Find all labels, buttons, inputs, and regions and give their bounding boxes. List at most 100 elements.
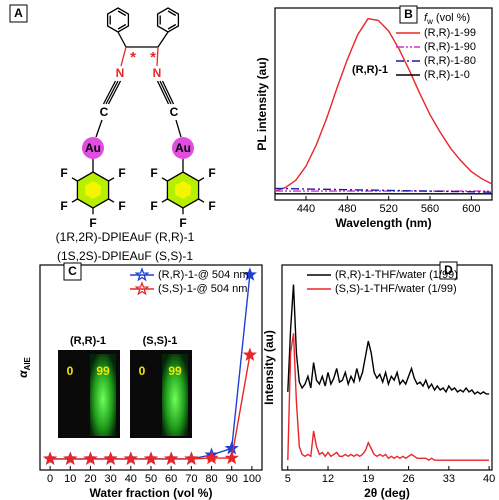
x-tick-label: 60 <box>165 473 177 485</box>
bond <box>108 198 115 203</box>
vial-glow <box>162 354 188 436</box>
legend-label: (R,R)-1-@ 504 nm <box>158 269 249 281</box>
bond <box>120 46 127 67</box>
label-subscript: w <box>426 17 433 26</box>
label-text: (vol %) <box>433 12 470 24</box>
inset-label: (S,S)-1 <box>143 335 178 347</box>
bond <box>175 119 182 138</box>
fluoro-ring-inner <box>175 181 191 199</box>
bond <box>161 177 168 182</box>
panel-label-box <box>439 261 458 280</box>
label-subscript: AIE <box>23 356 32 370</box>
x-tick-label: 10 <box>64 473 76 485</box>
panel-label-box <box>63 262 82 281</box>
bond <box>156 80 170 105</box>
bond <box>102 80 117 105</box>
panel-label: A <box>14 6 23 20</box>
x-axis-label: Water fraction (vol %) <box>90 486 213 500</box>
atom: F <box>118 166 125 180</box>
vial-glow <box>90 354 116 436</box>
plot-frame <box>274 7 493 201</box>
star-marker <box>103 451 118 465</box>
x-tick-label: 33 <box>443 473 455 485</box>
structure-panel: A N N C C Au Au F F F F F F F F F F * * … <box>9 4 216 263</box>
star-marker <box>184 451 199 465</box>
star-marker <box>143 451 159 465</box>
bond <box>161 80 175 105</box>
x-tick-label: 560 <box>421 203 439 215</box>
series-line <box>274 17 493 192</box>
label-symbol: f <box>424 12 428 24</box>
bond <box>95 119 103 138</box>
stereo-mark: * <box>150 49 156 66</box>
x-tick-label: 26 <box>402 473 414 485</box>
legend-label: (R,R)-1-90 <box>424 41 476 53</box>
series-line <box>287 333 490 462</box>
bond <box>71 198 78 203</box>
bond <box>117 23 127 30</box>
legend-label: (S,S)-1-@ 504 nm <box>158 283 247 295</box>
x-tick-label: 0 <box>47 473 53 485</box>
atom: N <box>116 66 125 80</box>
star-marker <box>224 450 239 465</box>
atom: C <box>100 105 109 119</box>
fluoro-ring-inner <box>85 181 101 199</box>
bond <box>198 177 205 182</box>
x-tick-label: 19 <box>362 473 374 485</box>
star-marker <box>83 451 98 465</box>
star-marker <box>123 451 138 465</box>
legend-label: (R,R)-1-80 <box>424 55 476 67</box>
gold-highlight <box>172 137 194 159</box>
bond <box>117 10 127 17</box>
atom: Au <box>175 141 191 155</box>
bond <box>167 10 177 17</box>
label-symbol: α <box>16 370 30 378</box>
bond <box>117 31 127 48</box>
atom: F <box>89 216 96 230</box>
star-marker <box>242 347 257 361</box>
x-tick-label: 50 <box>145 473 157 485</box>
legend-label: (R,R)-1-0 <box>424 69 470 81</box>
axis-label: αAIE <box>16 356 32 377</box>
bond <box>198 198 205 203</box>
vial-label: 99 <box>168 364 182 378</box>
legend-star <box>134 281 150 296</box>
bond <box>161 198 168 203</box>
panel-label: C <box>68 264 77 278</box>
atom: F <box>208 166 215 180</box>
x-axis-label: Wavelength (nm) <box>335 216 431 230</box>
x-tick-label: 520 <box>379 203 397 215</box>
atom: F <box>60 199 67 213</box>
bond <box>159 80 172 105</box>
y-axis-label: PL intensity (au) <box>255 57 269 150</box>
atom: F <box>150 199 157 213</box>
star-marker <box>43 451 58 465</box>
star-marker <box>242 267 257 281</box>
annotation: (R,R)-1 <box>352 64 388 76</box>
atom: F <box>208 199 215 213</box>
panel-label: B <box>404 7 413 21</box>
vial-label: 0 <box>139 364 146 378</box>
x-tick-label: 100 <box>243 473 261 485</box>
legend-label: (R,R)-1-99 <box>424 27 476 39</box>
x-tick-label: 70 <box>185 473 197 485</box>
star-marker <box>204 450 219 465</box>
atom: F <box>60 166 67 180</box>
legend-label: (R,R)-1-THF/water (1/99) <box>335 269 458 281</box>
panel-label-box <box>399 5 418 24</box>
atom: F <box>118 199 125 213</box>
caption: (1S,2S)-DPIEAuF (S,S)-1 <box>57 249 193 263</box>
x-tick-label: 20 <box>84 473 96 485</box>
bond <box>107 80 122 105</box>
series-line <box>287 284 490 395</box>
x-tick-label: 30 <box>105 473 117 485</box>
atom: F <box>150 166 157 180</box>
x-tick-label: 440 <box>297 203 315 215</box>
inset-label: (R,R)-1 <box>70 335 106 347</box>
vial-label: 0 <box>67 364 74 378</box>
bond <box>108 177 115 182</box>
bond <box>71 177 78 182</box>
star-marker <box>164 451 179 465</box>
star-marker <box>63 451 78 465</box>
